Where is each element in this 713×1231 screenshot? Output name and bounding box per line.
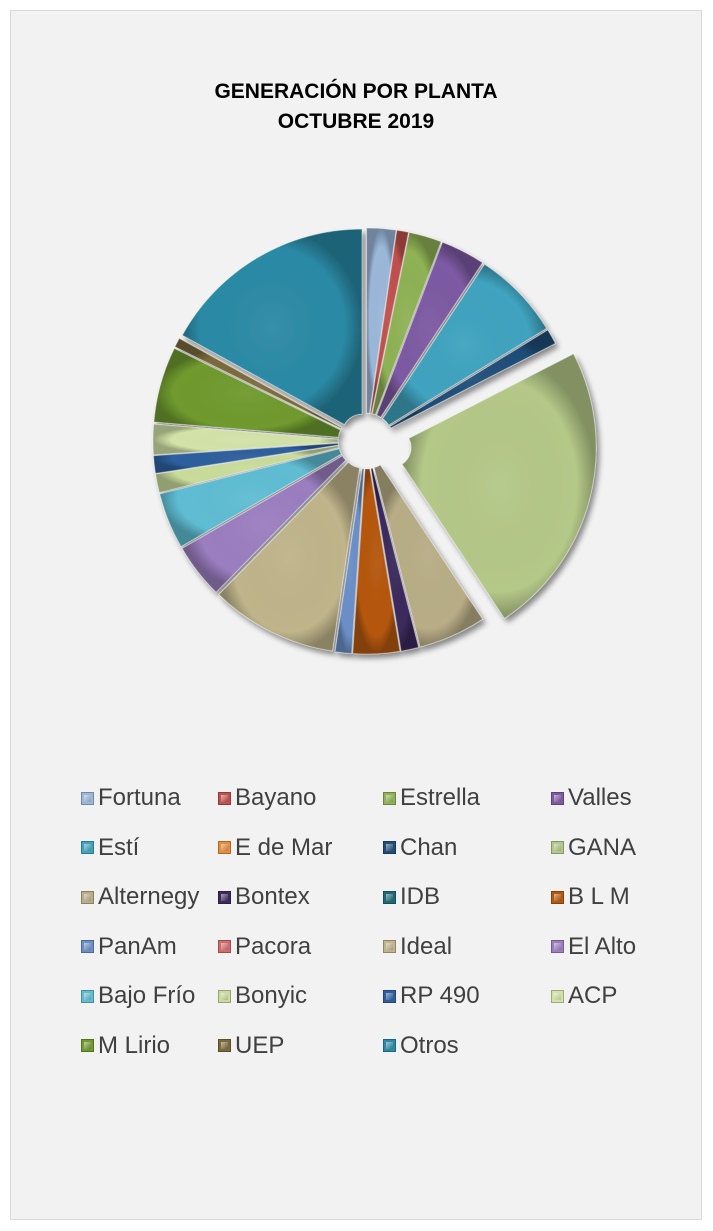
pie-slice-chan [389, 329, 556, 429]
legend: Fortuna Bayano Estrella Valles Estí E de Mar C… [11, 11, 701, 1219]
legend-item-estrella: Estrella [383, 783, 480, 813]
legend-swatch [218, 890, 231, 904]
legend-label: UEP [235, 1031, 285, 1059]
legend-label: GANA [568, 833, 637, 861]
legend-item-panam: PanAm [81, 932, 177, 962]
pie-slice-bayano [369, 229, 410, 415]
legend-label: Valles [568, 784, 632, 811]
legend-item-m-lirio: M Lirio [81, 1031, 170, 1061]
legend-label: Alternegy [98, 883, 200, 910]
legend-item-alternegy: Alternegy [81, 882, 199, 912]
legend-label: Bayano [235, 784, 317, 811]
pie-slice-estrella [371, 231, 442, 416]
pie-slice-panam [334, 468, 365, 655]
chart-area: GENERACIÓN POR PLANTA OCTUBRE 2019 Fortu… [10, 10, 702, 1220]
legend-swatch [218, 989, 231, 1003]
legend-label: Estrella [400, 784, 481, 811]
legend-label: M Lirio [98, 1031, 171, 1059]
legend-swatch [218, 940, 231, 953]
legend-item-bajo-fr-o: Bajo Frío [81, 981, 195, 1011]
pie-slice-bontex [370, 467, 420, 652]
legend-swatch [81, 791, 94, 805]
pie-slice-ideal [218, 461, 361, 652]
legend-swatch [218, 841, 231, 854]
legend-swatch [383, 791, 396, 805]
legend-swatch [81, 1039, 94, 1052]
legend-label: Bajo Frío [98, 982, 196, 1009]
legend-swatch [81, 890, 94, 904]
legend-label: Ideal [400, 932, 453, 960]
legend-swatch [81, 989, 94, 1003]
legend-item-fortuna: Fortuna [81, 783, 181, 813]
legend-swatch [81, 841, 94, 854]
legend-swatch [218, 791, 231, 805]
chart-title-line-2: OCTUBRE 2019 [277, 110, 435, 133]
legend-label: ACP [568, 982, 618, 1009]
pie-slice-m-lirio [153, 347, 342, 438]
legend-item-el-alto: El Alto [551, 932, 636, 962]
legend-label: PanAm [98, 932, 177, 960]
legend-item-e-de-mar: E de Mar [218, 833, 332, 863]
legend-swatch [383, 940, 396, 953]
chart-title-line-1: GENERACIÓN POR PLANTA [214, 80, 498, 103]
pie-slice-bajo-fr-o [159, 448, 342, 548]
legend-label: Pacora [235, 932, 312, 960]
legend-swatch [551, 890, 564, 904]
pie-chart [152, 227, 597, 655]
legend-swatch [383, 841, 396, 854]
legend-swatch [551, 989, 564, 1003]
legend-item-pacora: Pacora [218, 932, 311, 962]
legend-item-bonyic: Bonyic [218, 981, 307, 1011]
legend-swatch [383, 989, 396, 1003]
legend-item-chan: Chan [383, 833, 457, 863]
chart-title: GENERACIÓN POR PLANTA OCTUBRE 2019 [11, 77, 701, 137]
pie-slices [152, 227, 597, 655]
pie-slice-b-l-m [352, 468, 401, 655]
legend-item-valles: Valles [551, 783, 632, 813]
legend-swatch [218, 1039, 231, 1052]
legend-swatch [551, 940, 564, 953]
legend-item-est-: Estí [81, 833, 139, 863]
legend-item-bontex: Bontex [218, 882, 310, 912]
pie-slice-valles [376, 241, 484, 418]
legend-label: Bonyic [235, 982, 308, 1009]
pie-slice-acp [152, 423, 339, 456]
legend-swatch [551, 791, 564, 805]
legend-item-b-l-m: B L M [551, 882, 630, 912]
legend-label: B L M [568, 883, 630, 910]
legend-swatch [383, 1039, 396, 1052]
legend-label: Fortuna [98, 784, 181, 811]
pie-slice-alternegy [373, 464, 484, 648]
legend-item-ideal: Ideal [383, 932, 452, 962]
pie-slice-bonyic [155, 445, 340, 494]
legend-label: Chan [400, 833, 458, 861]
legend-item-acp: ACP [551, 981, 617, 1011]
legend-label: El Alto [568, 932, 637, 960]
pie-slice-gana [401, 353, 597, 620]
legend-item-rp-490: RP 490 [383, 981, 480, 1011]
legend-item-otros: Otros [383, 1031, 459, 1061]
legend-label: Estí [98, 833, 140, 861]
pie-slice-otros [181, 228, 363, 426]
legend-label: Bontex [235, 883, 310, 910]
pie-slice-est- [382, 263, 548, 426]
legend-swatch [383, 890, 396, 904]
legend-label: IDB [400, 883, 441, 910]
legend-swatch [81, 940, 94, 953]
legend-item-uep: UEP [218, 1031, 284, 1061]
pie-slice-el-alto [181, 455, 347, 593]
legend-label: Otros [400, 1031, 459, 1059]
legend-swatch [551, 841, 564, 854]
pie-slice-rp-490 [152, 442, 339, 474]
pie-slice-fortuna [366, 227, 397, 414]
pie-slice-uep [174, 337, 343, 430]
legend-item-bayano: Bayano [218, 783, 316, 813]
legend-item-gana: GANA [551, 833, 636, 863]
legend-label: RP 490 [400, 982, 480, 1009]
legend-label: E de Mar [235, 833, 333, 861]
legend-item-idb: IDB [383, 882, 440, 912]
